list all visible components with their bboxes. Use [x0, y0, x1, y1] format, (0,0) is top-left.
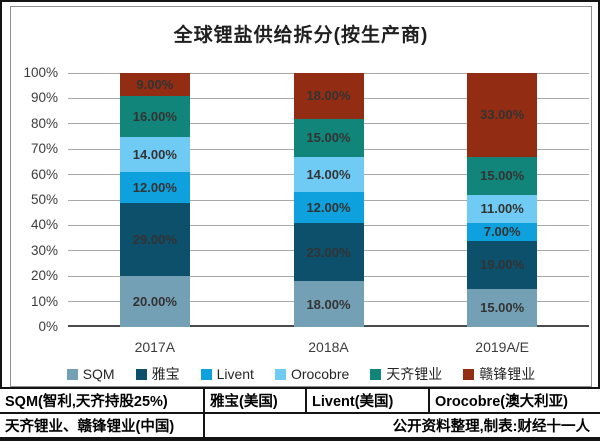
y-axis-tick-label: 80%	[30, 115, 58, 131]
legend-item-雅宝: 雅宝	[135, 364, 180, 384]
bar-segment-赣锋锂业: 9.00%	[119, 73, 190, 96]
data-label: 29.00%	[132, 231, 177, 247]
data-label: 11.00%	[480, 201, 524, 217]
legend-swatch-icon	[200, 368, 212, 380]
bar-segment-雅宝: 23.00%	[293, 222, 364, 282]
footer-table: SQM(智利,天齐持股25%) 雅宝(美国) Livent(美国) Orocob…	[0, 387, 600, 439]
y-axis-tick-label: 50%	[30, 192, 58, 207]
y-axis-tick-label: 30%	[30, 242, 58, 258]
chart-legend: SQM 雅宝 Livent Orocobre 天齐锂业 赣锋锂业	[11, 364, 591, 384]
gridline	[68, 72, 589, 74]
legend-label: Orocobre	[290, 366, 350, 382]
stacked-bar-2019A/E: 15.00% 19.00% 7.00% 11.00% 15.00% 33.00%	[467, 73, 538, 327]
footer-cell-albemarle: 雅宝(美国)	[205, 389, 307, 412]
legend-label: Livent	[216, 366, 254, 382]
y-axis-tick-label: 90%	[30, 90, 58, 106]
legend-label: 雅宝	[151, 366, 180, 382]
data-label: 7.00%	[483, 224, 521, 240]
data-label: 19.00%	[480, 257, 525, 273]
legend-label: SQM	[82, 366, 115, 382]
footer-row-2: 天齐锂业、赣锋锂业(中国) 公开资料整理,制表:财经十一人	[0, 414, 600, 437]
bar-segment-Orocobre: 14.00%	[293, 156, 364, 193]
footer-cell-orocobre: Orocobre(澳大利亚)	[435, 394, 568, 410]
legend-swatch-icon	[274, 368, 286, 380]
chart-title: 全球锂盐供给拆分(按生产商)	[173, 25, 429, 46]
bar-segment-雅宝: 19.00%	[467, 240, 538, 289]
y-axis-tick-label: 70%	[30, 141, 58, 157]
bar-segment-Livent: 12.00%	[293, 192, 364, 223]
data-label: 14.00%	[306, 167, 351, 183]
y-axis-tick-label: 100%	[23, 65, 58, 80]
bar-segment-天齐锂业: 15.00%	[293, 118, 364, 157]
data-label: 18.00%	[306, 296, 351, 312]
footer-cell-sqm: SQM(智利,天齐持股25%)	[0, 389, 205, 412]
bar-segment-SQM: 18.00%	[293, 281, 364, 327]
bar-segment-Orocobre: 14.00%	[119, 136, 190, 173]
bar-segment-赣锋锂业: 33.00%	[467, 73, 538, 157]
legend-item-天齐锂业: 天齐锂业	[370, 364, 442, 384]
legend-swatch-icon	[463, 368, 475, 380]
footer-cell-livent: Livent(美国)	[307, 389, 430, 412]
x-axis-label: 2017A	[134, 339, 176, 355]
footer-credit: 公开资料整理,制表:财经十一人	[392, 419, 590, 435]
bar-segment-Livent: 7.00%	[467, 222, 538, 241]
y-axis-tick-label: 10%	[30, 293, 58, 309]
legend-item-赣锋锂业: 赣锋锂业	[463, 364, 535, 384]
data-label: 12.00%	[306, 200, 351, 216]
bar-segment-雅宝: 29.00%	[119, 202, 190, 277]
bar-segment-Livent: 12.00%	[119, 172, 190, 203]
data-label: 16.00%	[132, 108, 177, 124]
data-label: 33.00%	[480, 107, 525, 123]
bar-segment-SQM: 15.00%	[467, 288, 538, 327]
legend-swatch-icon	[135, 368, 147, 380]
data-label: 15.00%	[306, 130, 351, 146]
footer-row-1: SQM(智利,天齐持股25%) 雅宝(美国) Livent(美国) Orocob…	[0, 389, 600, 414]
bar-segment-天齐锂业: 15.00%	[467, 156, 538, 195]
data-label: 20.00%	[132, 294, 177, 310]
legend-swatch-icon	[66, 368, 78, 380]
x-axis-label: 2018A	[308, 339, 349, 355]
data-label: 15.00%	[480, 300, 525, 316]
data-label: 9.00%	[136, 76, 174, 92]
stacked-bar-2018A: 18.00% 23.00% 12.00% 14.00% 15.00% 18.00%	[293, 73, 364, 327]
legend-label: 赣锋锂业	[479, 366, 536, 382]
plot-area: 0% 10% 20% 30% 40% 50% 60% 70% 80% 90% 100% 20.00% 2…	[23, 65, 589, 355]
y-axis-tick-label: 60%	[30, 166, 58, 182]
chart-panel: 全球锂盐供给拆分(按生产商) 0% 10% 20% 30% 40% 50% 60% 70% 80…	[10, 6, 592, 387]
bar-segment-SQM: 20.00%	[119, 276, 190, 327]
data-label: 18.00%	[306, 88, 351, 104]
x-axis-label: 2019A/E	[475, 339, 530, 355]
y-axis-tick-label: 40%	[30, 217, 58, 233]
footer-cell-china-producers: 天齐锂业、赣锋锂业(中国)	[0, 414, 205, 437]
bar-segment-Orocobre: 11.00%	[467, 194, 538, 223]
legend-label: 天齐锂业	[386, 366, 443, 382]
legend-item-Orocobre: Orocobre	[274, 366, 350, 382]
data-label: 12.00%	[132, 179, 177, 195]
y-axis-tick-label: 0%	[38, 319, 58, 334]
bar-segment-天齐锂业: 16.00%	[119, 95, 190, 137]
data-label: 14.00%	[132, 146, 177, 162]
data-label: 23.00%	[306, 244, 351, 260]
legend-item-Livent: Livent	[200, 366, 254, 382]
legend-swatch-icon	[370, 368, 382, 380]
data-label: 15.00%	[480, 168, 525, 184]
y-axis-tick-label: 20%	[30, 268, 58, 284]
legend-item-SQM: SQM	[66, 366, 115, 382]
bar-segment-赣锋锂业: 18.00%	[293, 73, 364, 119]
stacked-bar-2017A: 20.00% 29.00% 12.00% 14.00% 16.00% 9.00%	[119, 73, 190, 327]
